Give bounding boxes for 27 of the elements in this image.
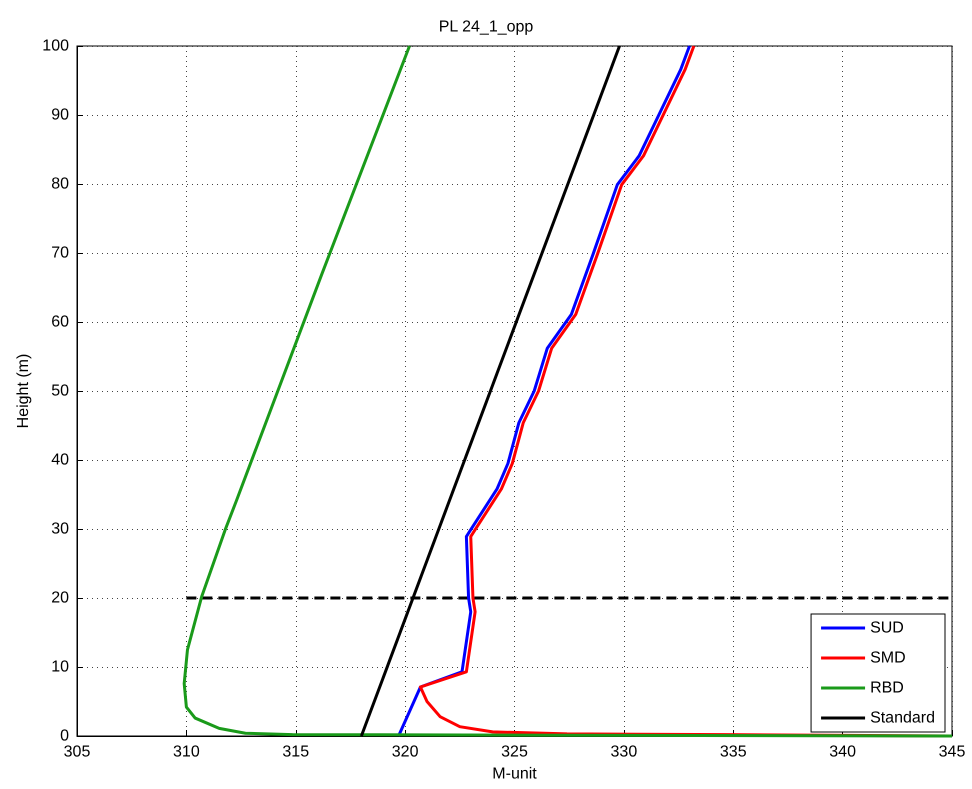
legend-label: Standard <box>870 710 935 726</box>
x-tick-label: 335 <box>720 744 747 760</box>
y-tick-label: 50 <box>51 382 70 400</box>
y-tick-label: 0 <box>60 728 70 744</box>
x-tick-label: 310 <box>173 744 200 760</box>
chart-title: PL 24_1_opp <box>438 18 534 36</box>
x-tick-label: 315 <box>282 744 310 760</box>
y-tick-label: 30 <box>51 520 70 538</box>
legend-label: SMD <box>870 650 906 666</box>
y-tick-label: 90 <box>51 106 70 124</box>
y-tick-label: 100 <box>42 38 70 54</box>
x-tick-label: 345 <box>938 744 966 760</box>
y-tick-label: 80 <box>51 176 70 192</box>
x-tick-label: 320 <box>392 744 419 760</box>
y-tick-label: 40 <box>51 452 70 468</box>
legend-label: RBD <box>870 680 904 696</box>
y-tick-label: 60 <box>51 314 70 330</box>
x-axis-title: M-unit <box>492 766 538 782</box>
x-tick-label: 305 <box>64 744 90 760</box>
y-tick-label: 20 <box>51 590 70 606</box>
x-tick-label: 325 <box>501 744 528 760</box>
y-tick-label: 10 <box>51 658 70 676</box>
legend-label: SUD <box>870 620 904 636</box>
y-axis-title: Height (m) <box>14 354 32 428</box>
y-tick-label: 70 <box>51 244 70 262</box>
x-tick-label: 340 <box>829 744 856 760</box>
x-tick-label: 330 <box>610 744 638 760</box>
